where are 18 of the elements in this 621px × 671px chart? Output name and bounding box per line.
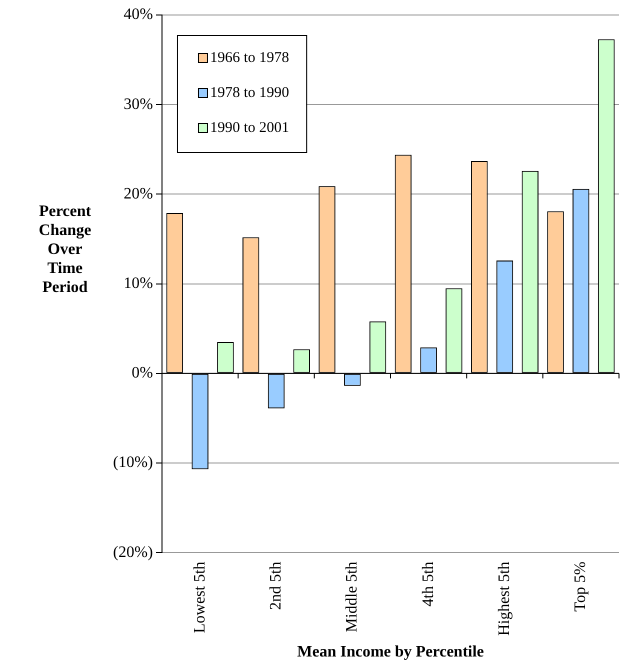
legend-label: 1990 to 2001 xyxy=(210,120,290,136)
x-axis-title: Mean Income by Percentile xyxy=(297,644,484,661)
x-tick-label: 4th 5th xyxy=(420,562,437,606)
x-tick-label: Top 5% xyxy=(572,562,590,612)
y-tick-label: (20%) xyxy=(113,544,153,561)
y-tick-label: 40% xyxy=(124,6,153,24)
y-tick-label: 20% xyxy=(124,185,153,202)
legend-label: 1978 to 1990 xyxy=(210,84,290,101)
x-tick-label: Highest 5th xyxy=(496,562,513,636)
x-tick-label: Middle 5th xyxy=(344,562,361,632)
y-axis-title: Percent Change Over Time Period xyxy=(38,203,92,296)
y-tick-label: 30% xyxy=(124,96,153,113)
x-tick-label: 2nd 5th xyxy=(267,562,284,610)
legend-label: 1966 to 1978 xyxy=(210,50,290,66)
y-tick-label: (10%) xyxy=(113,454,153,472)
y-tick-label: 0% xyxy=(132,364,153,382)
x-tick-label: Lowest 5th xyxy=(191,562,208,634)
y-tick-label: 10% xyxy=(124,274,153,292)
